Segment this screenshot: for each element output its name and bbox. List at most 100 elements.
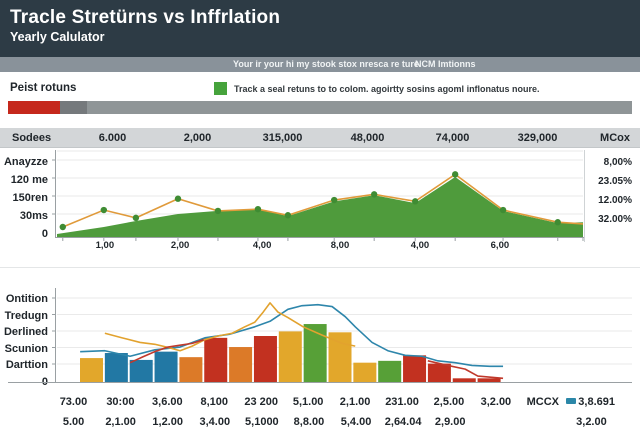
bar bbox=[80, 358, 103, 382]
bottom-cell: 3,4.00 bbox=[199, 416, 231, 428]
right-axis-divider bbox=[584, 150, 585, 242]
y-axis-ticks bbox=[52, 297, 56, 365]
bottom-data-row-2: 5.00 2,1.00 1,2.00 3,4.00 5,1000 8,8.00 5,4.00… bbox=[50, 416, 615, 428]
progress-segment-red bbox=[8, 101, 61, 114]
bottom-cell: 3,2.00 bbox=[480, 396, 512, 408]
progress-segment-gray bbox=[86, 101, 632, 114]
blue-line bbox=[80, 303, 504, 368]
bar bbox=[104, 353, 128, 382]
legend-row: Peist rotuns Track a seal retuns to to c… bbox=[0, 80, 640, 98]
bottom-cell: 2,5.00 bbox=[433, 396, 465, 408]
bottom-cell: 8,100 bbox=[200, 396, 229, 408]
y-axis-label: Scunion bbox=[4, 342, 48, 355]
bar bbox=[378, 360, 402, 382]
bar bbox=[154, 351, 178, 382]
bar bbox=[427, 363, 451, 382]
bar bbox=[477, 378, 501, 382]
x-axis-label: 4,00 bbox=[252, 240, 272, 251]
bottom-cell: 2,1.00 bbox=[105, 416, 136, 428]
y-axis-label: 150ren bbox=[12, 192, 48, 204]
bottom-cell-empty bbox=[474, 416, 521, 428]
summary-cell: 315,000 bbox=[262, 131, 303, 144]
summary-cell: 6.000 bbox=[98, 131, 127, 144]
bar bbox=[129, 359, 153, 382]
bar bbox=[229, 347, 253, 382]
bar bbox=[204, 337, 228, 382]
red-line-left bbox=[129, 338, 204, 364]
section-divider bbox=[0, 267, 640, 268]
right-axis-label: 32.00% bbox=[598, 214, 632, 225]
x-axis-label: 6,00 bbox=[490, 240, 510, 251]
y-axis-label: Tredugn bbox=[4, 309, 48, 322]
y-axis-label: 0 bbox=[41, 228, 48, 240]
bottom-cell: 30:00 bbox=[106, 396, 135, 408]
y-axis-label: Darttion bbox=[5, 359, 48, 371]
progress-bar bbox=[8, 101, 632, 114]
x-axis-ticks bbox=[52, 159, 584, 241]
bottom-cell: 23 200 bbox=[244, 396, 279, 408]
bottom-cell: 8,8.00 bbox=[293, 416, 325, 428]
x-axis-label: 8,00 bbox=[330, 240, 350, 251]
bottom-cell: 5,1000 bbox=[245, 416, 279, 428]
app-header: Tracle Stretürns vs Inffrlation Yearly C… bbox=[0, 0, 640, 57]
progress-segment-dark-gray bbox=[60, 101, 87, 114]
bar bbox=[253, 336, 277, 382]
bottom-cell: 2,9.00 bbox=[434, 416, 466, 428]
bottom-cell: 231.00 bbox=[385, 396, 419, 408]
area-series bbox=[57, 176, 583, 237]
summary-cell: 74,000 bbox=[435, 131, 470, 144]
bottom-cell: 73.00 bbox=[59, 396, 88, 408]
y-axis-label: Derlined bbox=[3, 326, 48, 338]
bottom-cell: 1,2.00 bbox=[152, 416, 183, 428]
bar bbox=[403, 355, 427, 382]
bottom-cell: 5,4.00 bbox=[340, 416, 372, 428]
bottom-data-row-1: 73.00 30:00 3,6.00 8,100 23 200 5,1.00 2,1.00 2… bbox=[50, 396, 615, 408]
bottom-cell: MCCX bbox=[526, 396, 560, 408]
series-legend-marker-icon bbox=[566, 398, 577, 404]
summary-header-row: Sodees 6.000 2,000 315,000 48,000 74,000 329,… bbox=[0, 128, 640, 148]
bottom-cell: 3,2.00 bbox=[576, 416, 607, 428]
y-axis-label: Anayzze bbox=[3, 156, 48, 168]
x-axis-label: 4,00 bbox=[410, 240, 430, 251]
bar bbox=[353, 362, 377, 382]
bottom-cell: 2,1.00 bbox=[339, 396, 371, 408]
y-axis-label: 30ms bbox=[19, 210, 48, 222]
y-axis-label: Ontition bbox=[5, 293, 48, 305]
bar-chart bbox=[8, 288, 632, 383]
right-axis-label: 23.05% bbox=[598, 176, 632, 187]
area-chart-y-axis-labels: Anayzze 120 me 150ren 30ms 0 bbox=[0, 153, 48, 243]
bar bbox=[278, 331, 302, 382]
bar bbox=[179, 357, 203, 382]
page-subtitle: Yearly Calulator bbox=[10, 30, 105, 44]
line-series bbox=[62, 173, 584, 228]
bar-chart-y-axis-labels: Ontition Tredugn Derlined Scunion Darttion 0 bbox=[0, 291, 48, 390]
orange-line bbox=[104, 302, 356, 352]
area-chart bbox=[52, 150, 585, 241]
summary-cell: 48,000 bbox=[350, 131, 385, 144]
summary-right-label: MCox bbox=[600, 131, 630, 144]
summary-cell: 329,000 bbox=[517, 131, 558, 144]
section-title: Peist rotuns bbox=[10, 82, 77, 94]
right-axis-label: 8,00% bbox=[603, 157, 632, 168]
bottom-cell-empty bbox=[521, 416, 568, 428]
bottom-cell: 5,1.00 bbox=[292, 396, 324, 408]
toolbar: Your ir your hi my stook stox nresca re … bbox=[0, 57, 640, 72]
area-chart-right-axis-labels: 8,00% 23.05% 12.00% 32.00% bbox=[588, 153, 632, 229]
right-axis-label: 12.00% bbox=[598, 195, 632, 206]
summary-cell: 2,000 bbox=[183, 131, 212, 144]
bottom-cell: 2,64.04 bbox=[384, 416, 422, 428]
bottom-cell: 5.00 bbox=[62, 416, 85, 428]
red-line-right bbox=[427, 360, 504, 380]
bar bbox=[303, 324, 327, 382]
y-axis-label: 120 me bbox=[10, 174, 48, 186]
x-axis-label: 2,00 bbox=[170, 240, 190, 251]
bar bbox=[452, 378, 476, 382]
legend-text: Track a seal retuns to to colom. agoirtt… bbox=[234, 84, 540, 94]
toolbar-item-right[interactable]: NCM Imtionns bbox=[415, 59, 476, 69]
x-axis-label: 1,00 bbox=[95, 240, 115, 251]
area-chart-x-axis-labels: 1,00 2,00 4,00 8,00 4,00 6,00 bbox=[0, 240, 640, 252]
bottom-cell: 3,6.00 bbox=[152, 396, 183, 408]
toolbar-item-left[interactable]: Your ir your hi my stook stox nresca re … bbox=[233, 59, 419, 69]
page-title: Tracle Stretürns vs Inffrlation bbox=[10, 7, 281, 28]
